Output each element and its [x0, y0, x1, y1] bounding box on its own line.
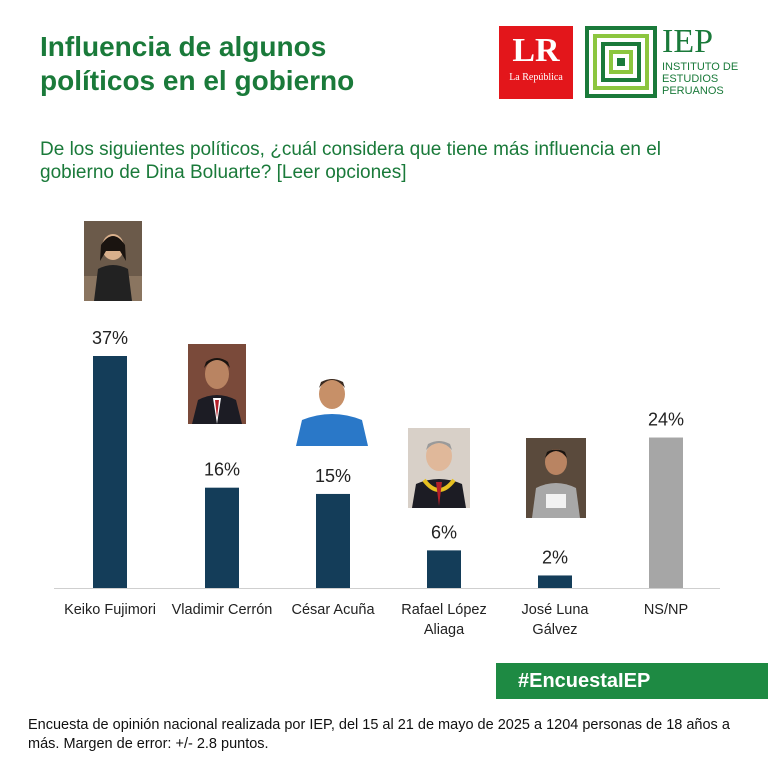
photo-rafael-lopez-aliaga: [408, 428, 470, 508]
photo-vladimir-cerron: [188, 344, 246, 424]
iep-logo-name: INSTITUTO DE ESTUDIOS PERUANOS: [662, 61, 738, 97]
category-label: César Acuña: [291, 602, 375, 618]
iep-name-line-1: INSTITUTO DE: [662, 61, 739, 73]
lr-logo-letters: LR: [512, 32, 560, 69]
bar: [649, 437, 683, 588]
data-label: 6%: [431, 522, 457, 542]
survey-question: De los siguientes políticos, ¿cuál consi…: [40, 139, 662, 183]
bar: [427, 550, 461, 588]
category-label: Aliaga: [424, 622, 465, 638]
data-label: 37%: [92, 328, 128, 348]
lr-logo-name: La República: [509, 72, 563, 83]
data-label: 24%: [648, 410, 684, 430]
la-republica-logo: LR La República: [499, 26, 573, 99]
iep-logo-letters: IEP: [662, 23, 713, 60]
title-line-1: Influencia de algunos: [40, 31, 327, 62]
bar: [316, 493, 350, 588]
data-label: 2%: [542, 547, 568, 567]
photo-cesar-acuna: [296, 366, 368, 446]
category-label: Vladimir Cerrón: [172, 602, 273, 618]
category-label: Keiko Fujimori: [64, 602, 156, 618]
iep-name-line-3: PERUANOS: [662, 85, 724, 97]
survey-footnote: Encuesta de opinión nacional realizada p…: [28, 717, 730, 752]
bar: [205, 487, 239, 588]
bar: [538, 575, 572, 588]
bar: [93, 356, 127, 588]
chart-title: Influencia de algunos políticos en el go…: [40, 30, 480, 98]
iep-logo-icon: [585, 26, 657, 98]
title-line-2: políticos en el gobierno: [40, 65, 355, 96]
category-label: Rafael López: [401, 602, 486, 618]
iep-name-line-2: ESTUDIOS: [662, 73, 719, 85]
category-label: NS/NP: [644, 602, 688, 618]
data-label: 16%: [204, 460, 240, 480]
category-label: Gálvez: [532, 622, 577, 638]
category-label: José Luna: [522, 602, 590, 618]
hashtag-banner: #EncuestaIEP: [496, 663, 768, 699]
photo-keiko-fujimori: [84, 221, 142, 301]
data-label: 15%: [315, 466, 351, 486]
photo-jose-luna-galvez: [526, 438, 586, 518]
